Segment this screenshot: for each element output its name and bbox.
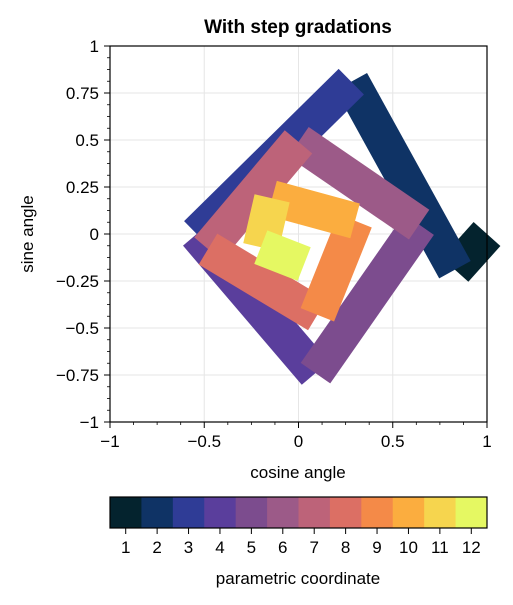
- colorbar-tick-label: 8: [341, 538, 350, 557]
- colorbar-swatch-9: [361, 497, 393, 528]
- x-axis: −1 −0.5 0 0.5 1: [100, 422, 491, 451]
- colorbar-tick-label: 6: [278, 538, 287, 557]
- chart-title: With step gradations: [204, 17, 392, 38]
- y-tick-label: −0.5: [65, 319, 99, 338]
- y-tick-label: 1: [90, 37, 99, 56]
- plot-area: −1 −0.5 0 0.5 1 1 0.75 0.5 0.25 0 −0.25 −0.5 −0.75 −…: [56, 37, 492, 451]
- colorbar-swatch-3: [173, 497, 205, 528]
- y-tick-label: 0.75: [66, 84, 99, 103]
- colorbar-label: parametric coordinate: [216, 569, 380, 588]
- series-segment-12: [261, 247, 304, 264]
- colorbar-swatch-6: [267, 497, 299, 528]
- y-tick-label: 0: [90, 225, 99, 244]
- colorbar-swatch-4: [204, 497, 236, 528]
- colorbar-swatch-2: [141, 497, 173, 528]
- colorbar-swatch-5: [236, 497, 268, 528]
- x-tick-label: −0.5: [187, 432, 221, 451]
- x-tick-label: −1: [100, 432, 119, 451]
- x-axis-label: cosine angle: [250, 463, 345, 482]
- colorbar-swatch-10: [393, 497, 425, 528]
- y-tick-label: −1: [80, 413, 99, 432]
- y-tick-label: −0.25: [56, 272, 99, 291]
- colorbar-tick-label: 7: [309, 538, 318, 557]
- colorbar-tick-label: 2: [152, 538, 161, 557]
- y-axis: 1 0.75 0.5 0.25 0 −0.25 −0.5 −0.75 −1: [56, 37, 110, 432]
- y-axis-label: sine angle: [18, 195, 37, 273]
- colorbar-tick-label: 11: [431, 538, 449, 557]
- colorbar-tick-label: 3: [184, 538, 193, 557]
- colorbar-tick-label: 5: [247, 538, 256, 557]
- colorbar-tick-label: 9: [372, 538, 381, 557]
- y-tick-label: 0.25: [66, 178, 99, 197]
- colorbar: 1 2 3 4 5 6 7 8 9 10 11 12: [110, 497, 488, 557]
- colorbar-swatch-12: [456, 497, 488, 528]
- colorbar-swatch-1: [110, 497, 142, 528]
- colorbar-swatch-8: [330, 497, 362, 528]
- x-tick-label: 0: [294, 432, 303, 451]
- x-tick-label: 1: [482, 432, 491, 451]
- colorbar-tick-label: 1: [121, 538, 130, 557]
- y-tick-label: 0.5: [75, 131, 99, 150]
- colorbar-swatch-11: [424, 497, 456, 528]
- x-tick-label: 0.5: [381, 432, 405, 451]
- colorbar-swatch-7: [299, 497, 331, 528]
- colorbar-tick-label: 10: [399, 538, 418, 557]
- colorbar-tick-label: 4: [215, 538, 224, 557]
- y-tick-label: −0.75: [56, 366, 99, 385]
- colorbar-tick-label: 12: [462, 538, 481, 557]
